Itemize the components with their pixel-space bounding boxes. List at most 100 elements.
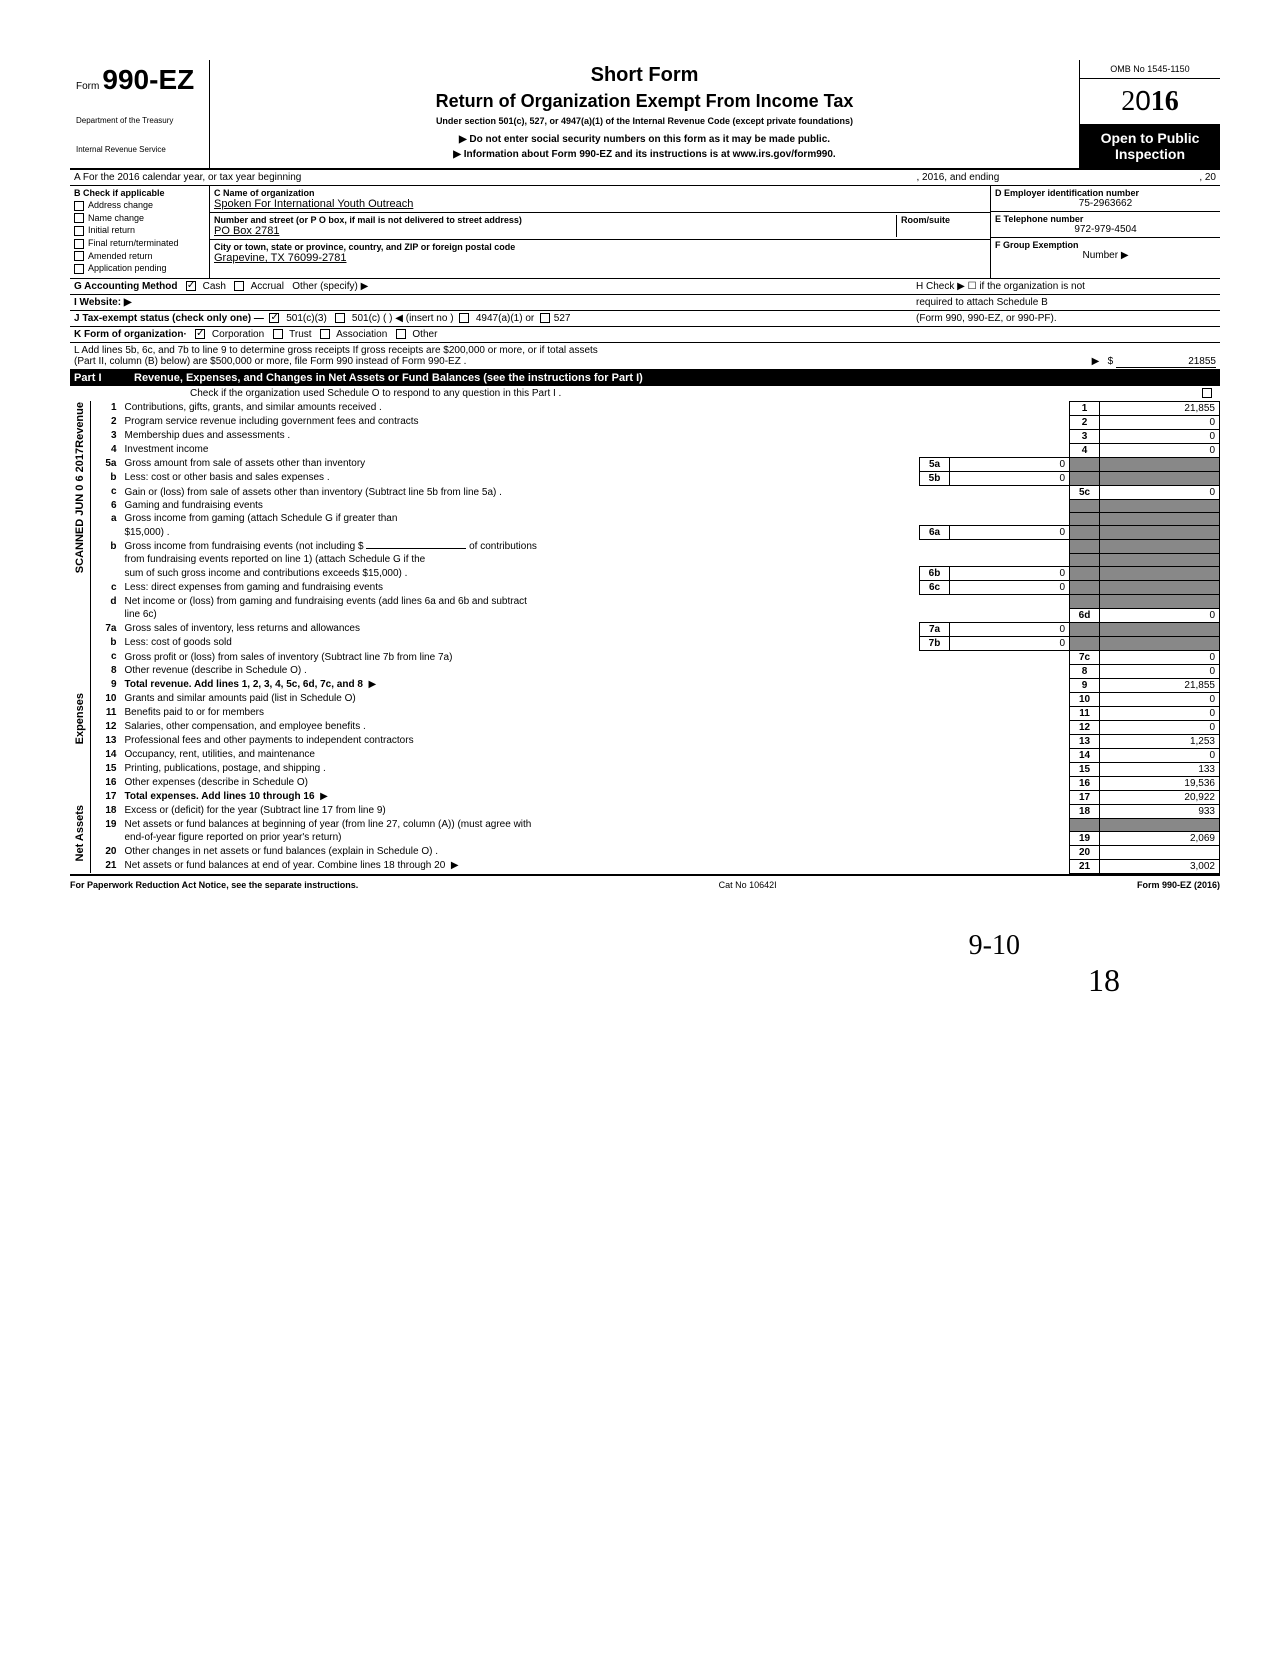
cb-cash[interactable] [186, 281, 196, 291]
lineno-7c: c [91, 650, 121, 664]
under-section: Under section 501(c), 527, or 4947(a)(1)… [216, 116, 1073, 126]
cb-application-pending[interactable] [74, 264, 84, 274]
desc-10: Grants and similar amounts paid (list in… [125, 693, 356, 704]
numcol-3: 3 [1070, 429, 1100, 443]
desc-6: Gaming and fundraising events [125, 500, 263, 511]
footer-left: For Paperwork Reduction Act Notice, see … [70, 880, 358, 890]
lbl-address-change: Address change [88, 200, 153, 210]
cb-initial-return[interactable] [74, 226, 84, 236]
lbl-accrual: Accrual [251, 281, 284, 292]
grey-amt-7b [1100, 636, 1220, 650]
lbl-corporation: Corporation [212, 329, 264, 340]
cb-amended-return[interactable] [74, 251, 84, 261]
lineno-6d-2 [91, 608, 121, 622]
numcol-21: 21 [1070, 859, 1100, 873]
row-a-end: , 20 [1199, 172, 1216, 183]
amt-3: 0 [1100, 429, 1220, 443]
desc-6d-2: line 6c) [125, 609, 157, 620]
dept-irs: Internal Revenue Service [76, 145, 203, 154]
scanned-stamp: SCANNED JUN 0 6 2017 [74, 448, 86, 573]
subamt-6b: 0 [950, 567, 1070, 581]
grey-amt-6b [1100, 540, 1220, 554]
dept-treasury: Department of the Treasury [76, 116, 203, 125]
grey-amt-6a-2 [1100, 526, 1220, 540]
handwritten-2: 18 [70, 962, 1220, 999]
row-i: I Website: ▶ required to attach Schedule… [70, 295, 1220, 311]
lineno-6d: d [91, 595, 121, 609]
sidetab-netassets: Net Assets [74, 805, 86, 861]
open-to-public: Open to Public Inspection [1080, 124, 1220, 168]
cb-4947[interactable] [459, 313, 469, 323]
tax-year: 2016 [1080, 79, 1220, 124]
grey-amt-6a [1100, 512, 1220, 526]
desc-18: Excess or (deficit) for the year (Subtra… [125, 805, 386, 816]
open-public-1: Open to Public [1084, 130, 1216, 146]
amt-5c: 0 [1100, 485, 1220, 499]
cb-accrual[interactable] [234, 281, 244, 291]
phone-label: E Telephone number [995, 214, 1216, 224]
desc-2: Program service revenue including govern… [125, 416, 419, 427]
numcol-16: 16 [1070, 776, 1100, 790]
amt-1: 21,855 [1100, 401, 1220, 415]
cb-association[interactable] [320, 329, 330, 339]
cb-final-return[interactable] [74, 239, 84, 249]
lineno-20: 20 [91, 845, 121, 859]
col-b-header: B Check if applicable [74, 188, 205, 198]
desc-20: Other changes in net assets or fund bala… [125, 846, 439, 857]
cb-other-org[interactable] [396, 329, 406, 339]
subno-7b: 7b [920, 636, 950, 650]
cb-501c[interactable] [335, 313, 345, 323]
grey-6b-3 [1070, 567, 1100, 581]
part1-title: Revenue, Expenses, and Changes in Net As… [134, 372, 1216, 384]
lineno-5a: 5a [91, 457, 121, 471]
grey-6a [1070, 512, 1100, 526]
short-form-title: Short Form [216, 64, 1073, 87]
subno-6a: 6a [920, 526, 950, 540]
amt-10: 0 [1100, 692, 1220, 706]
lbl-final-return: Final return/terminated [88, 238, 179, 248]
lbl-501c3: 501(c)(3) [286, 313, 327, 324]
grey-7a [1070, 622, 1100, 636]
lineno-6b-2 [91, 553, 121, 567]
lines-table: SCANNED JUN 0 6 2017Revenue 1 Contributi… [70, 401, 1220, 874]
amt-19: 2,069 [1100, 831, 1220, 845]
grey-19 [1070, 818, 1100, 831]
lbl-other-org: Other [412, 329, 437, 340]
desc-7c: Gross profit or (loss) from sales of inv… [125, 652, 453, 663]
cb-corporation[interactable] [195, 329, 205, 339]
cb-501c3[interactable] [269, 313, 279, 323]
grey-5a [1070, 457, 1100, 471]
amt-18: 933 [1100, 804, 1220, 818]
amt-12: 0 [1100, 720, 1220, 734]
numcol-14: 14 [1070, 748, 1100, 762]
lineno-15: 15 [91, 762, 121, 776]
cb-address-change[interactable] [74, 201, 84, 211]
numcol-20: 20 [1070, 845, 1100, 859]
cb-schedule-o[interactable] [1202, 388, 1212, 398]
row-a: A For the 2016 calendar year, or tax yea… [70, 170, 1220, 186]
col-def: D Employer identification number 75-2963… [990, 186, 1220, 278]
omb-number: OMB No 1545-1150 [1080, 60, 1220, 79]
numcol-6d: 6d [1070, 608, 1100, 622]
row-l-arrow: ▶ [1092, 356, 1100, 367]
desc-3: Membership dues and assessments . [125, 430, 291, 441]
header-right: OMB No 1545-1150 2016 Open to Public Ins… [1080, 60, 1220, 168]
cb-name-change[interactable] [74, 213, 84, 223]
amt-15: 133 [1100, 762, 1220, 776]
subno-5b: 5b [920, 471, 950, 485]
numcol-4: 4 [1070, 443, 1100, 457]
lineno-5c: c [91, 485, 121, 499]
group-exemption-number: Number ▶ [995, 250, 1216, 261]
row-l-text1: L Add lines 5b, 6c, and 7b to line 9 to … [74, 345, 1216, 356]
col-c: C Name of organization Spoken For Intern… [210, 186, 990, 278]
desc-1: Contributions, gifts, grants, and simila… [125, 402, 382, 413]
numcol-10: 10 [1070, 692, 1100, 706]
room-label: Room/suite [901, 215, 950, 225]
cb-trust[interactable] [273, 329, 283, 339]
lineno-17: 17 [91, 790, 121, 804]
desc-14: Occupancy, rent, utilities, and maintena… [125, 749, 315, 760]
desc-6b-1: Gross income from fundraising events (no… [125, 541, 364, 552]
lbl-initial-return: Initial return [88, 225, 135, 235]
part1-header: Part I Revenue, Expenses, and Changes in… [70, 370, 1220, 386]
cb-527[interactable] [540, 313, 550, 323]
